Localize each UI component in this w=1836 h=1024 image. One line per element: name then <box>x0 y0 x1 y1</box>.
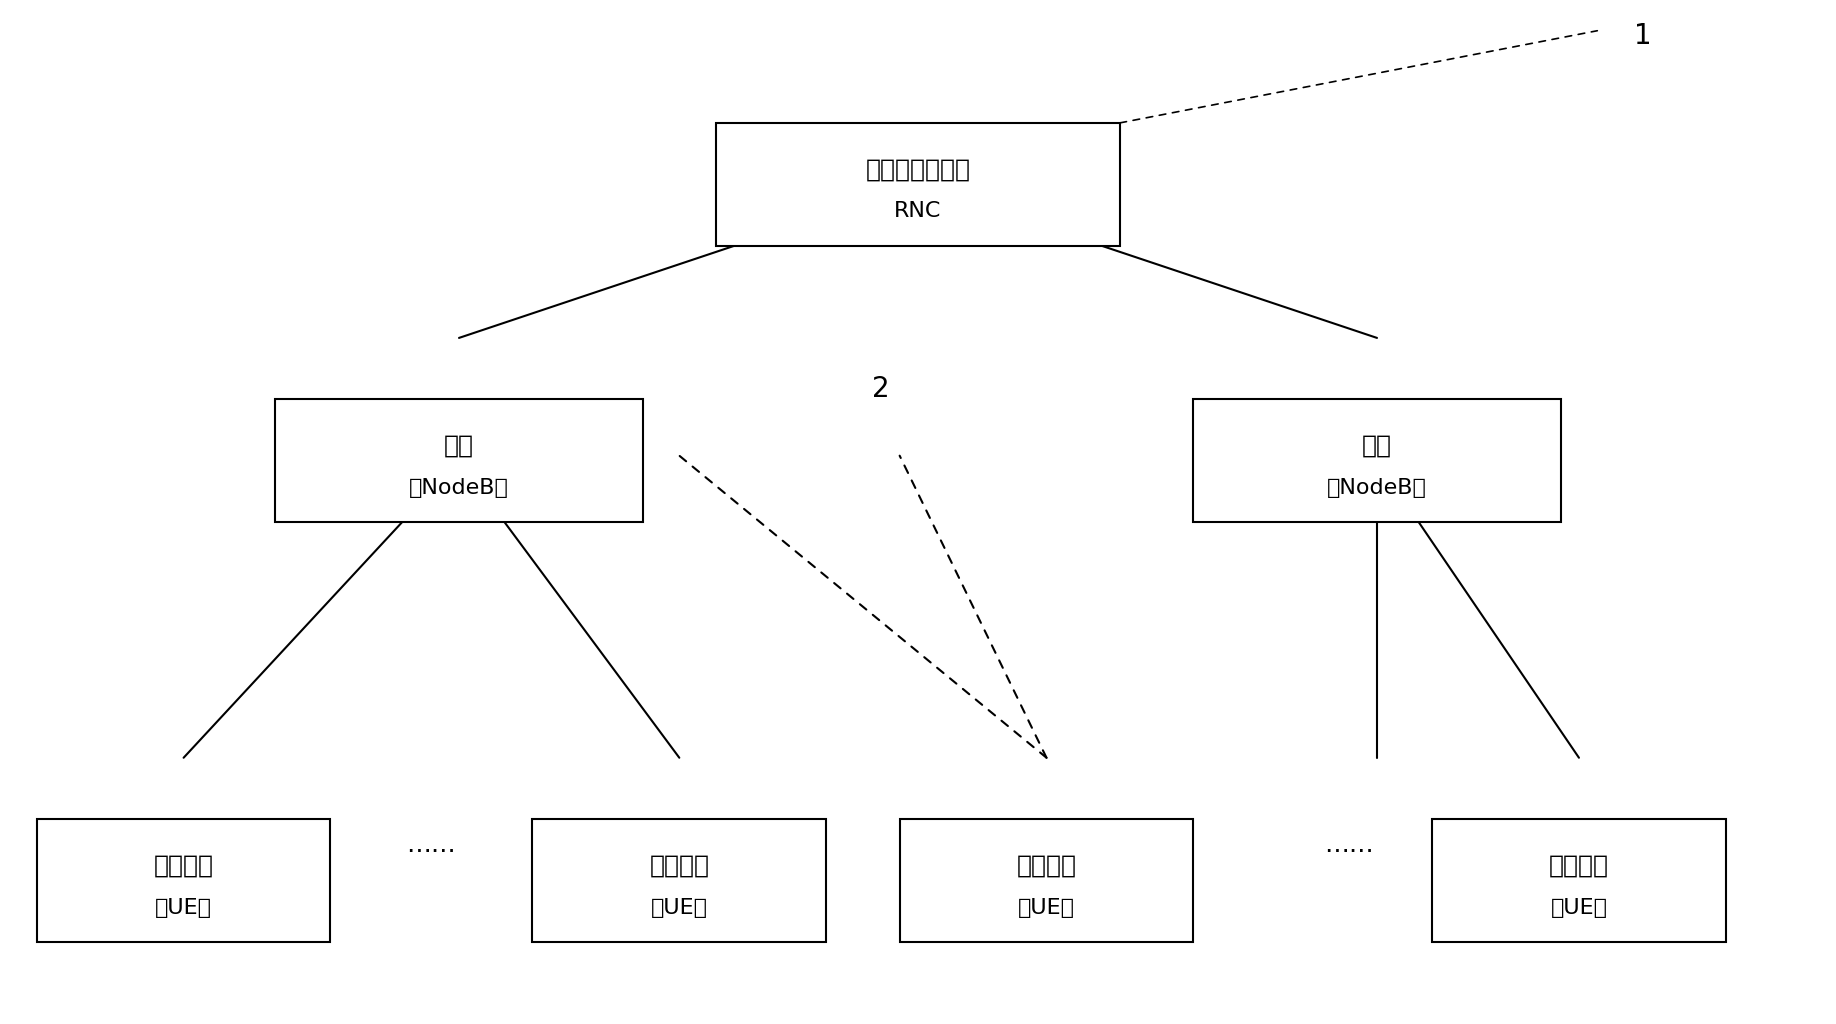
FancyBboxPatch shape <box>1432 819 1726 942</box>
FancyBboxPatch shape <box>1193 399 1561 522</box>
FancyBboxPatch shape <box>37 819 330 942</box>
Text: 1: 1 <box>1634 22 1652 50</box>
Text: 用户设备: 用户设备 <box>1017 854 1076 878</box>
Text: （UE）: （UE） <box>1550 898 1608 918</box>
Text: （NodeB）: （NodeB） <box>1327 478 1427 498</box>
Text: 2: 2 <box>872 375 890 403</box>
Text: RNC: RNC <box>894 202 942 221</box>
Text: 用户设备: 用户设备 <box>154 854 213 878</box>
FancyBboxPatch shape <box>532 819 826 942</box>
FancyBboxPatch shape <box>275 399 643 522</box>
Text: ……: …… <box>1324 833 1375 857</box>
Text: 基站: 基站 <box>1362 434 1392 458</box>
Text: （NodeB）: （NodeB） <box>409 478 509 498</box>
FancyBboxPatch shape <box>900 819 1193 942</box>
Text: （UE）: （UE） <box>650 898 709 918</box>
Text: 无线网络控制器: 无线网络控制器 <box>865 158 971 181</box>
Text: （UE）: （UE） <box>1017 898 1076 918</box>
FancyBboxPatch shape <box>716 123 1120 246</box>
Text: ……: …… <box>406 833 457 857</box>
Text: 用户设备: 用户设备 <box>650 854 709 878</box>
Text: 用户设备: 用户设备 <box>1550 854 1608 878</box>
Text: 基站: 基站 <box>444 434 474 458</box>
Text: （UE）: （UE） <box>154 898 213 918</box>
